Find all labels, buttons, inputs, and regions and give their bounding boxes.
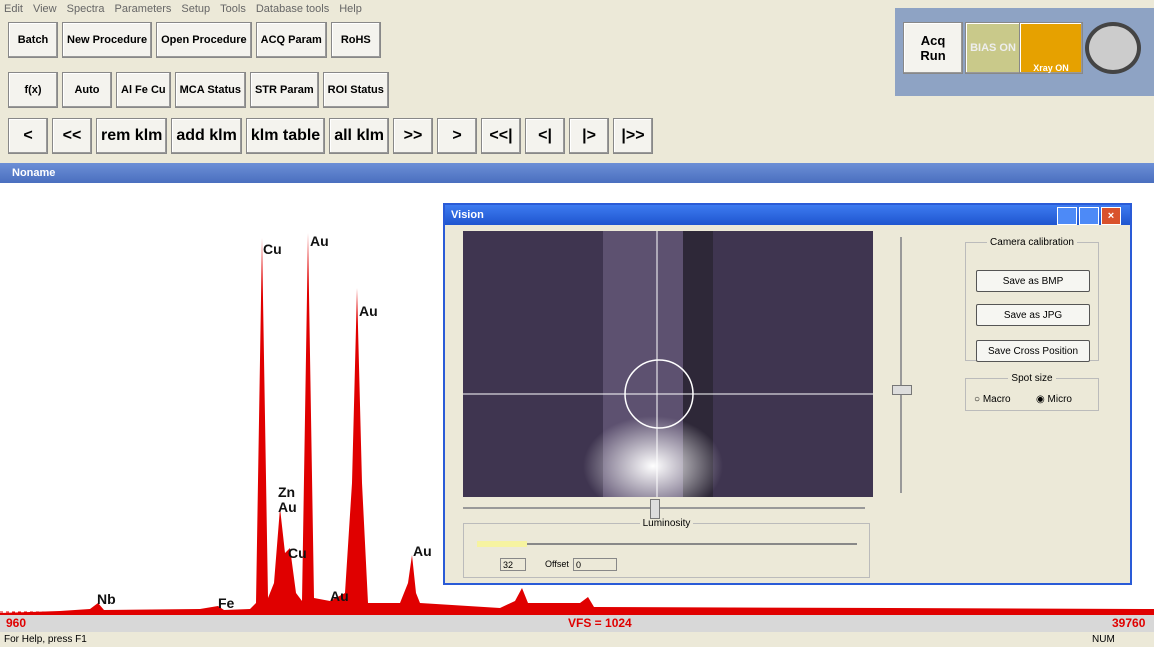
toolbar-button[interactable]: >> (393, 118, 433, 154)
xray-button[interactable]: Xray ON (1019, 22, 1083, 74)
toolbar-button[interactable]: klm table (246, 118, 325, 154)
luminosity-bar (477, 541, 527, 547)
group-label: Luminosity (640, 518, 694, 529)
toolbar-button[interactable]: f(x) (8, 72, 58, 108)
group-label: Camera calibration (987, 237, 1077, 248)
offset-label: Offset (545, 559, 569, 569)
toolbar-button[interactable]: <<| (481, 118, 521, 154)
toolbar-button[interactable]: RoHS (331, 22, 381, 58)
menu-item[interactable]: Parameters (115, 3, 172, 15)
menu-item[interactable]: View (33, 3, 57, 15)
scale-right: 39760 (1112, 615, 1145, 632)
status-num: NUM (1092, 632, 1115, 647)
radio-macro[interactable]: ○ Macro (974, 394, 1011, 405)
toolbar-button[interactable]: all klm (329, 118, 389, 154)
toolbar-button[interactable]: STR Param (250, 72, 319, 108)
scale-left: 960 (6, 615, 26, 632)
menu-item[interactable]: Database tools (256, 3, 329, 15)
luminosity-value[interactable]: 32 (500, 558, 526, 571)
dialog-title: Vision (445, 205, 1130, 225)
peak-label: Au (310, 233, 329, 249)
toolbar-button[interactable]: Auto (62, 72, 112, 108)
peak-label: Fe (218, 595, 234, 611)
radio-label: Macro (983, 394, 1011, 405)
save-jpg-button[interactable]: Save as JPG (976, 304, 1090, 326)
slider-thumb[interactable] (892, 385, 912, 395)
close-button[interactable]: × (1101, 207, 1121, 225)
vertical-slider[interactable] (900, 237, 902, 493)
status-help: For Help, press F1 (4, 632, 87, 647)
save-bmp-button[interactable]: Save as BMP (976, 270, 1090, 292)
toolbar-button[interactable]: add klm (171, 118, 241, 154)
radio-micro[interactable]: ◉ Micro (1036, 394, 1072, 405)
app-window: Edit View Spectra Parameters Setup Tools Datab… (0, 0, 1154, 647)
stop-button[interactable] (1085, 22, 1141, 74)
group-label: Spot size (1008, 373, 1055, 384)
toolbar-button[interactable]: ACQ Param (256, 22, 327, 58)
toolbar-button[interactable]: > (437, 118, 477, 154)
menu-item[interactable]: Help (339, 3, 362, 15)
acq-run-button[interactable]: Acq Run (903, 22, 963, 74)
peak-label: Nb (97, 591, 116, 607)
scale-center: VFS = 1024 (568, 615, 632, 632)
toolbar-button[interactable]: ROI Status (323, 72, 389, 108)
toolbar-button[interactable]: Al Fe Cu (116, 72, 171, 108)
toolbar-button[interactable]: MCA Status (175, 72, 246, 108)
menu-item[interactable]: Tools (220, 3, 246, 15)
menu-bar: Edit View Spectra Parameters Setup Tools Datab… (4, 3, 372, 15)
maximize-button[interactable] (1079, 207, 1099, 225)
toolbar-button[interactable]: Batch (8, 22, 58, 58)
menu-item[interactable]: Edit (4, 3, 23, 15)
peak-label: Cu (263, 241, 282, 257)
spectrum-scale-bar: 960 VFS = 1024 39760 (0, 615, 1154, 632)
menu-item[interactable]: Spectra (67, 3, 105, 15)
peak-label: Au (359, 303, 378, 319)
radio-label: Micro (1048, 394, 1072, 405)
horizontal-slider[interactable] (463, 507, 865, 509)
toolbar-button[interactable]: New Procedure (62, 22, 152, 58)
toolbar-button[interactable]: |>> (613, 118, 653, 154)
toolbar-button[interactable]: < (8, 118, 48, 154)
peak-label: Au (330, 588, 349, 604)
minimize-button[interactable] (1057, 207, 1077, 225)
vision-dialog: Vision × Luminosity 32 Offset 0 Camera c… (443, 203, 1132, 585)
luminosity-slider[interactable] (527, 543, 857, 545)
toolbar-button[interactable]: Open Procedure (156, 22, 252, 58)
slider-thumb[interactable] (650, 499, 660, 519)
bias-button[interactable]: BIAS ON (965, 22, 1021, 74)
status-bar: For Help, press F1 NUM (0, 632, 1154, 647)
toolbar-button[interactable]: <| (525, 118, 565, 154)
peak-label: Zn Au (278, 485, 302, 515)
calibration-group: Camera calibration Save as BMP Save as J… (965, 237, 1099, 361)
window-title: Noname (0, 163, 1154, 183)
toolbar-button[interactable]: << (52, 118, 92, 154)
save-cross-button[interactable]: Save Cross Position (976, 340, 1090, 362)
spot-size-group: Spot size ○ Macro ◉ Micro (965, 373, 1099, 411)
offset-value[interactable]: 0 (573, 558, 617, 571)
peak-label: Cu (288, 545, 307, 561)
peak-label: Au (413, 543, 432, 559)
menu-item[interactable]: Setup (181, 3, 210, 15)
toolbar-button[interactable]: |> (569, 118, 609, 154)
acq-panel: Acq Run BIAS ON Xray ON (895, 8, 1154, 96)
camera-view (463, 231, 873, 497)
toolbar-button[interactable]: rem klm (96, 118, 167, 154)
